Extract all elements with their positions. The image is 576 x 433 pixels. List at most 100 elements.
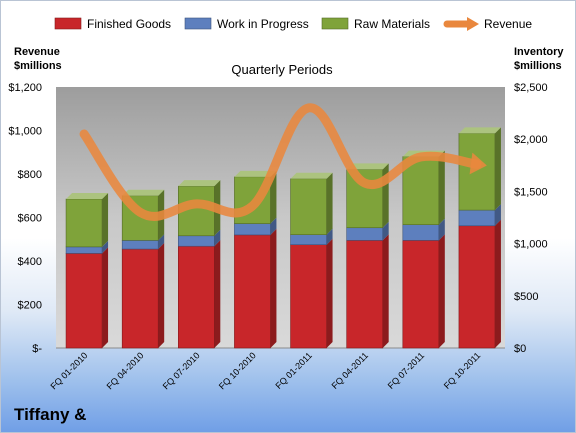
bar-side	[326, 228, 333, 245]
right-axis-title: Inventory	[514, 46, 564, 58]
bar-side	[270, 170, 277, 224]
bar-side	[158, 243, 165, 348]
bar-finished-goods	[65, 247, 109, 349]
bar-front	[121, 248, 159, 349]
bar-side	[270, 228, 277, 348]
bar-raw-materials	[65, 193, 109, 248]
legend-swatch	[184, 17, 212, 30]
bar-front	[290, 244, 327, 349]
revenue-arrowhead	[469, 152, 487, 175]
legend-label: Raw Materials	[354, 17, 430, 31]
right-tick-label: $1,000	[514, 239, 548, 251]
bar-side	[326, 238, 333, 348]
left-tick-label: $800	[18, 169, 42, 181]
bar-front	[234, 223, 271, 236]
bar-front	[65, 246, 103, 254]
legend-label: Revenue	[484, 17, 532, 31]
left-tick-label: $-	[32, 343, 42, 355]
bar-front	[458, 209, 496, 227]
bar-front	[346, 227, 383, 241]
bar-front	[65, 253, 103, 349]
bar-raw-materials	[290, 172, 333, 235]
category-label: FQ 07-2010	[161, 350, 202, 391]
bar-finished-goods	[178, 240, 221, 349]
bar-side	[214, 229, 221, 247]
revenue-line-group	[79, 103, 487, 221]
bar-top	[290, 172, 333, 179]
bars-group	[65, 127, 501, 349]
category-label: FQ 10-2011	[442, 350, 483, 391]
left-tick-label: $200	[18, 300, 42, 312]
bar-side	[382, 221, 389, 241]
bar-side	[214, 240, 221, 348]
bar-front	[290, 178, 327, 235]
legend-swatch	[54, 17, 82, 30]
chart-title: Quarterly Periods	[231, 62, 333, 77]
bar-front	[458, 133, 496, 211]
bar-front	[458, 225, 496, 349]
category-label: FQ 07-2011	[386, 350, 427, 391]
revenue-line	[79, 103, 482, 221]
right-tick-label: $1,500	[514, 186, 548, 198]
left-axis-title: $millions	[14, 60, 62, 72]
category-label: FQ 04-2011	[330, 350, 371, 391]
bar-side	[438, 150, 445, 225]
bar-front	[402, 240, 440, 349]
legend-label: Work in Progress	[217, 17, 309, 31]
left-tick-label: $600	[18, 213, 42, 225]
right-tick-label: $2,500	[514, 82, 548, 94]
bar-finished-goods	[402, 234, 445, 349]
category-label: FQ 10-2010	[217, 350, 258, 391]
bar-finished-goods	[121, 243, 165, 349]
bar-front	[402, 224, 440, 241]
bar-side	[382, 234, 389, 348]
bar-top	[458, 127, 501, 134]
right-tick-label: $500	[514, 291, 538, 303]
left-tick-label: $1,200	[8, 82, 42, 94]
bar-front	[121, 240, 159, 250]
bar-raw-materials	[458, 127, 501, 211]
bar-top	[66, 193, 109, 200]
bar-front	[346, 240, 383, 349]
bar-side	[438, 218, 445, 241]
bar-front	[402, 156, 440, 225]
bar-finished-goods	[290, 238, 333, 349]
category-label: FQ 04-2010	[105, 350, 146, 391]
bar-side	[438, 234, 445, 348]
left-axis-title: Revenue	[14, 46, 60, 58]
bar-front	[234, 234, 271, 349]
bar-side	[494, 127, 501, 211]
bar-front	[178, 245, 215, 349]
left-tick-label: $1,000	[8, 126, 42, 138]
bar-finished-goods	[346, 234, 389, 349]
legend-item-revenue: Revenue	[443, 17, 532, 31]
bar-top	[178, 180, 221, 187]
bar-front	[65, 198, 103, 248]
bar-front	[290, 234, 327, 245]
legend-label: Finished Goods	[87, 17, 171, 31]
legend-item-raw-materials: Raw Materials	[321, 17, 430, 31]
bar-finished-goods	[234, 228, 277, 349]
category-label: FQ 01-2011	[273, 350, 314, 391]
bar-side	[326, 172, 333, 235]
company-name: Tiffany &	[14, 405, 87, 424]
bar-side	[494, 204, 501, 226]
bar-top	[346, 163, 389, 170]
right-tick-label: $2,000	[514, 134, 548, 146]
category-label: FQ 01-2010	[48, 350, 89, 391]
bar-side	[494, 219, 501, 348]
bar-finished-goods	[458, 219, 501, 349]
legend: Finished Goods Work in Progress Raw Materi…	[54, 17, 532, 31]
bar-side	[270, 217, 277, 235]
legend-item-work-in-progress: Work in Progress	[184, 17, 309, 31]
legend-arrow	[467, 17, 479, 31]
bar-side	[102, 193, 109, 247]
right-axis-title: $millions	[514, 60, 562, 72]
legend-item-finished-goods: Finished Goods	[54, 17, 171, 31]
bar-top	[122, 189, 165, 196]
right-tick-label: $0	[514, 343, 526, 355]
bar-side	[102, 247, 109, 348]
left-tick-label: $400	[18, 256, 42, 268]
bar-front	[178, 235, 215, 247]
